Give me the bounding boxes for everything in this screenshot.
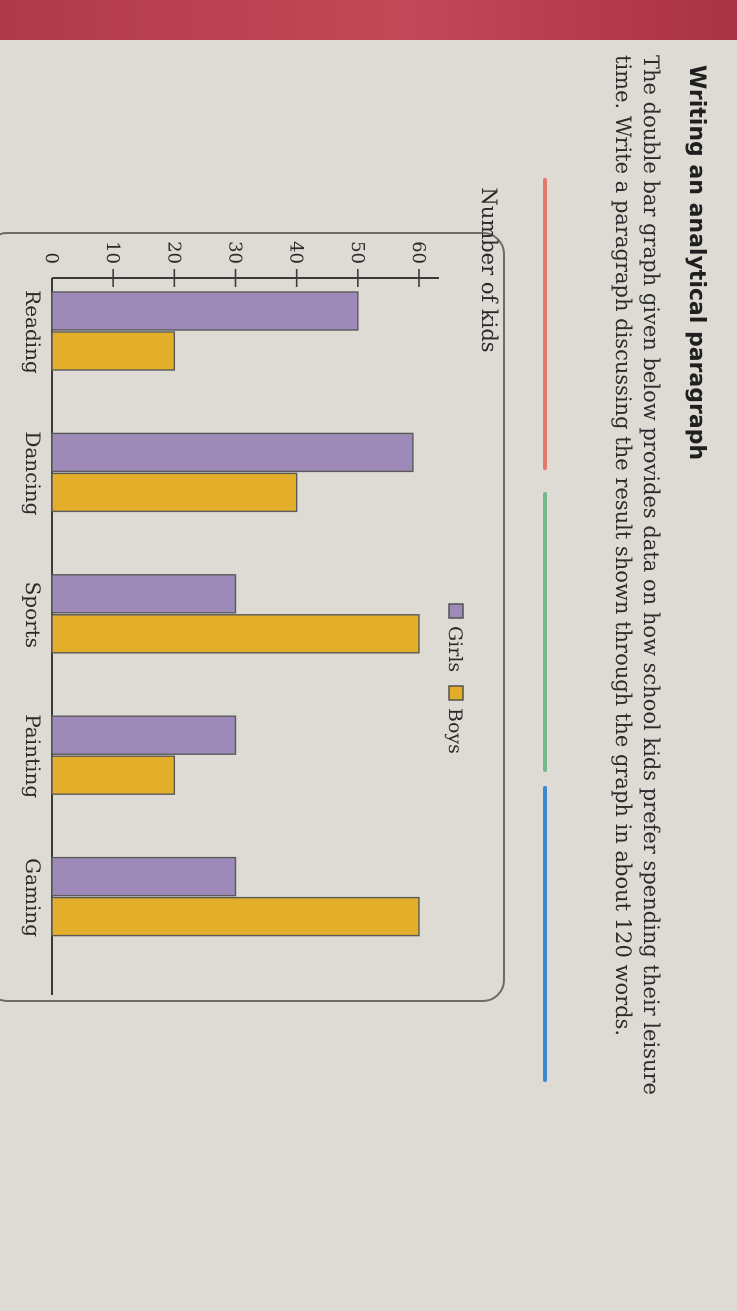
bar-girls-painting bbox=[51, 715, 237, 755]
bar-boys-painting bbox=[51, 755, 176, 795]
legend-label-girls: Girls bbox=[444, 626, 466, 672]
y-tick-label: 40 bbox=[286, 241, 307, 264]
bar-boys-dancing bbox=[51, 472, 298, 513]
y-axis-label: Number of kids bbox=[477, 187, 501, 352]
y-tick-label: 30 bbox=[225, 241, 246, 264]
pink-cloth-edge bbox=[0, 0, 737, 40]
bar-girls-sports bbox=[51, 574, 237, 614]
y-tick-label: 20 bbox=[163, 241, 184, 264]
bar-boys-gaming bbox=[51, 896, 420, 937]
legend-swatch-girls bbox=[448, 603, 464, 619]
bar-boys-sports bbox=[51, 614, 420, 654]
bar-girls-gaming bbox=[51, 856, 237, 897]
x-tick-label-dancing: Dancing bbox=[21, 431, 45, 515]
x-tick-label-reading: Reading bbox=[21, 290, 45, 374]
x-tick-label-gaming: Gaming bbox=[21, 858, 45, 937]
legend-label-boys: Boys bbox=[444, 708, 466, 754]
y-tick-label: 10 bbox=[102, 241, 123, 264]
x-tick-label-painting: Painting bbox=[21, 714, 45, 798]
legend-swatch-boys bbox=[448, 685, 464, 701]
x-tick-label-sports: Sports bbox=[21, 582, 45, 648]
bar-girls-reading bbox=[51, 291, 359, 331]
bar-boys-reading bbox=[51, 331, 176, 371]
y-tick-label: 0 bbox=[41, 253, 62, 264]
bar-girls-dancing bbox=[51, 432, 414, 473]
y-tick-label: 50 bbox=[347, 241, 368, 264]
y-tick-label: 60 bbox=[408, 241, 429, 264]
